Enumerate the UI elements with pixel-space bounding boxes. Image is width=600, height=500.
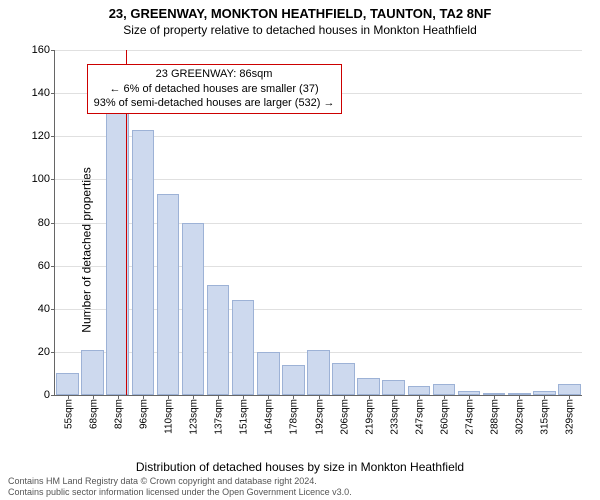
y-tick-label: 0	[21, 389, 55, 401]
x-tick-label: 96sqm	[136, 399, 149, 429]
histogram-bar	[282, 365, 305, 395]
y-tick-label: 80	[21, 217, 55, 229]
y-tick-label: 40	[21, 303, 55, 315]
plot-area: 02040608010012014016055sqm68sqm82sqm96sq…	[54, 50, 582, 396]
chart-subtitle: Size of property relative to detached ho…	[0, 23, 600, 39]
chart-title: 23, GREENWAY, MONKTON HEATHFIELD, TAUNTO…	[0, 0, 600, 23]
histogram-bar	[408, 386, 431, 395]
x-tick-label: 329sqm	[563, 399, 576, 435]
x-tick-label: 274sqm	[463, 399, 476, 435]
x-tick-label: 110sqm	[161, 399, 174, 434]
x-tick-label: 164sqm	[262, 399, 275, 435]
x-tick-label: 68sqm	[86, 399, 99, 429]
x-tick-label: 219sqm	[362, 399, 375, 435]
histogram-bar	[56, 373, 79, 395]
histogram-bar	[132, 130, 155, 395]
histogram-bar	[81, 350, 104, 395]
x-tick-label: 233sqm	[387, 399, 400, 435]
y-tick-label: 100	[21, 173, 55, 185]
histogram-bar	[332, 363, 355, 395]
x-tick-label: 302sqm	[513, 399, 526, 435]
chart-container: 23, GREENWAY, MONKTON HEATHFIELD, TAUNTO…	[0, 0, 600, 500]
y-tick-label: 140	[21, 87, 55, 99]
x-tick-label: 206sqm	[337, 399, 350, 435]
footer-attribution: Contains HM Land Registry data © Crown c…	[8, 476, 592, 499]
histogram-bar	[433, 384, 456, 395]
histogram-bar	[232, 300, 255, 395]
x-tick-label: 55sqm	[61, 399, 74, 429]
histogram-bar	[558, 384, 581, 395]
x-tick-label: 151sqm	[237, 399, 250, 435]
annotation-line: ← 6% of detached houses are smaller (37)	[94, 82, 335, 97]
y-tick-label: 160	[21, 44, 55, 56]
annotation-box: 23 GREENWAY: 86sqm← 6% of detached house…	[87, 64, 342, 115]
histogram-bar	[382, 380, 405, 395]
histogram-bar	[157, 194, 180, 395]
histogram-bar	[207, 285, 230, 395]
footer-line-1: Contains HM Land Registry data © Crown c…	[8, 476, 592, 487]
x-tick-label: 82sqm	[111, 399, 124, 429]
x-axis-label: Distribution of detached houses by size …	[0, 460, 600, 474]
histogram-bar	[182, 223, 205, 396]
histogram-bar	[307, 350, 330, 395]
gridline	[55, 50, 582, 51]
y-tick-label: 20	[21, 346, 55, 358]
x-tick-label: 123sqm	[187, 399, 200, 435]
x-tick-label: 137sqm	[212, 399, 225, 435]
footer-line-2: Contains public sector information licen…	[8, 487, 592, 498]
x-tick-label: 178sqm	[287, 399, 300, 435]
x-tick-label: 315sqm	[538, 399, 551, 435]
x-tick-label: 192sqm	[312, 399, 325, 435]
x-tick-label: 288sqm	[488, 399, 501, 435]
histogram-bar	[357, 378, 380, 395]
histogram-bar	[257, 352, 280, 395]
x-tick-label: 247sqm	[412, 399, 425, 435]
y-tick-label: 60	[21, 260, 55, 272]
x-tick-label: 260sqm	[437, 399, 450, 435]
y-tick-label: 120	[21, 130, 55, 142]
annotation-line: 23 GREENWAY: 86sqm	[94, 67, 335, 82]
annotation-line: 93% of semi-detached houses are larger (…	[94, 96, 335, 111]
